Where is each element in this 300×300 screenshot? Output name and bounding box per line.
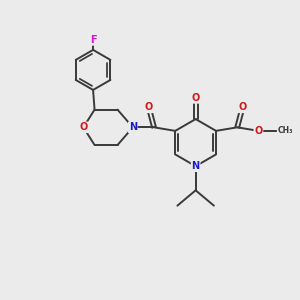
Text: O: O — [254, 126, 262, 136]
Text: N: N — [129, 122, 137, 132]
Text: O: O — [145, 102, 153, 112]
Text: F: F — [90, 35, 96, 45]
Text: O: O — [79, 122, 88, 132]
Text: N: N — [192, 161, 200, 171]
Text: CH₃: CH₃ — [277, 126, 293, 135]
Text: O: O — [191, 93, 200, 103]
Text: O: O — [238, 102, 247, 112]
